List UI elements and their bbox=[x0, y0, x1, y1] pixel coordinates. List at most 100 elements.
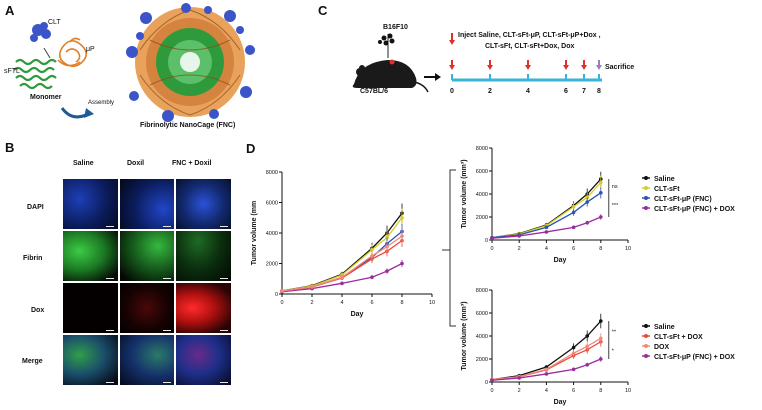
y-tick-label: 8000 bbox=[476, 288, 488, 294]
x-tick-label: 4 bbox=[340, 300, 343, 306]
scale-bar bbox=[106, 226, 114, 227]
right-arrow-icon bbox=[424, 73, 441, 81]
sftl-domain bbox=[13, 58, 57, 90]
tile-dapi-fnc bbox=[175, 178, 232, 230]
x-axis-label: Day bbox=[554, 399, 567, 406]
legend-marker bbox=[644, 354, 648, 358]
y-tick-label: 4000 bbox=[476, 192, 488, 198]
scale-bar bbox=[220, 226, 228, 227]
x-tick-label: 6 bbox=[370, 300, 373, 306]
data-point bbox=[571, 345, 576, 350]
x-tick-label: 4 bbox=[545, 388, 548, 394]
data-point bbox=[370, 247, 374, 252]
chart-combined: 0 2000 4000 6000 8000 0 2 4 6 8 10 Day Tumor volume … bbox=[251, 170, 435, 318]
legend-label: Saline bbox=[654, 324, 675, 331]
day-2: 2 bbox=[488, 88, 492, 95]
legend-label: CLT-sFt-μP (FNC) bbox=[654, 196, 712, 203]
data-point bbox=[544, 225, 549, 230]
legend-label: CLT-sFt-μP (FNC) + DOX bbox=[654, 354, 735, 361]
data-point bbox=[599, 319, 603, 323]
legend-marker bbox=[644, 196, 648, 200]
data-point bbox=[571, 225, 576, 230]
data-point bbox=[571, 351, 576, 356]
chart-bracket bbox=[442, 169, 456, 327]
y-axis-label: Tumor volume (mm³) bbox=[461, 159, 468, 228]
data-point bbox=[599, 336, 603, 341]
y-axis-label: Tumor volume (mm bbox=[251, 201, 258, 265]
tile-dox-doxil bbox=[119, 282, 175, 334]
legend-marker bbox=[644, 324, 648, 328]
mup-domain bbox=[57, 37, 88, 68]
significance-label: *** bbox=[612, 203, 619, 209]
data-point bbox=[400, 234, 404, 238]
day-7: 7 bbox=[582, 88, 586, 95]
data-point bbox=[585, 344, 589, 349]
clt-label: CLT bbox=[48, 19, 61, 26]
y-tick-label: 0 bbox=[275, 292, 278, 298]
data-point bbox=[517, 234, 521, 238]
legend-marker bbox=[644, 186, 648, 190]
scale-bar bbox=[106, 382, 114, 383]
data-point bbox=[544, 230, 549, 234]
data-point bbox=[599, 357, 603, 361]
tile-fibrin-fnc bbox=[175, 230, 232, 282]
x-tick-label: 4 bbox=[545, 246, 548, 252]
x-tick-label: 6 bbox=[572, 388, 575, 394]
scale-bar bbox=[163, 278, 171, 279]
chart-top: 0 2000 4000 6000 8000 0 2 4 6 8 10 Day Tumor volume … bbox=[461, 146, 735, 264]
data-point bbox=[585, 195, 589, 200]
inject-text-2: CLT-sFt, CLT-sFt+Dox, Dox bbox=[485, 43, 575, 50]
y-tick-label: 4000 bbox=[476, 334, 488, 340]
data-point bbox=[400, 215, 404, 220]
data-point bbox=[571, 204, 576, 209]
scale-bar bbox=[220, 278, 228, 279]
scale-bar bbox=[106, 330, 114, 331]
data-point bbox=[385, 269, 389, 273]
scale-bar bbox=[220, 382, 228, 383]
legend-marker bbox=[644, 206, 648, 210]
x-tick-label: 2 bbox=[518, 246, 521, 252]
x-tick-label: 8 bbox=[599, 246, 602, 252]
series-line bbox=[281, 217, 403, 292]
data-point bbox=[571, 210, 576, 215]
tile-merge-saline bbox=[62, 334, 119, 386]
sftl-label: sFTL bbox=[4, 68, 20, 75]
legend-label: CLT-sFt bbox=[654, 186, 680, 193]
data-point bbox=[544, 372, 549, 376]
y-axis-label: Tumor volume (mm³) bbox=[461, 301, 468, 370]
data-point bbox=[517, 376, 521, 380]
scale-bar bbox=[163, 382, 171, 383]
row-dox: Dox bbox=[31, 307, 45, 314]
row-merge: Merge bbox=[22, 358, 43, 365]
tile-merge-doxil bbox=[119, 334, 175, 386]
data-point bbox=[340, 281, 344, 286]
scale-bar bbox=[163, 330, 171, 331]
x-tick-label: 0 bbox=[280, 300, 283, 306]
x-tick-label: 8 bbox=[599, 388, 602, 394]
significance-label: ** bbox=[612, 329, 617, 335]
y-tick-label: 4000 bbox=[266, 231, 278, 237]
chart-bottom: 0 2000 4000 6000 8000 0 2 4 6 8 10 Day Tumor volume … bbox=[461, 288, 735, 406]
y-tick-label: 0 bbox=[485, 238, 488, 244]
col-doxil: Doxil bbox=[127, 160, 145, 167]
mouse-illustration bbox=[352, 33, 429, 93]
data-point bbox=[599, 191, 603, 195]
x-axis-label: Day bbox=[554, 257, 567, 264]
monomer-label: Monomer bbox=[30, 94, 62, 101]
x-tick-label: 10 bbox=[429, 300, 435, 306]
data-point bbox=[280, 289, 284, 293]
legend-label: CLT-sFt-μP (FNC) + DOX bbox=[654, 206, 735, 213]
x-tick-label: 8 bbox=[400, 300, 403, 306]
y-tick-label: 0 bbox=[485, 380, 488, 386]
scale-bar bbox=[163, 226, 171, 227]
tile-dox-fnc bbox=[175, 282, 232, 334]
row-fibrin: Fibrin bbox=[23, 255, 43, 262]
series-line bbox=[491, 216, 602, 239]
series-line bbox=[281, 262, 403, 293]
series-line bbox=[491, 192, 602, 239]
micrograph-grid bbox=[62, 178, 232, 386]
legend-label: DOX bbox=[654, 344, 670, 351]
day-8: 8 bbox=[597, 88, 601, 95]
panel-c-letter: C bbox=[318, 3, 328, 18]
series-line bbox=[281, 235, 403, 292]
